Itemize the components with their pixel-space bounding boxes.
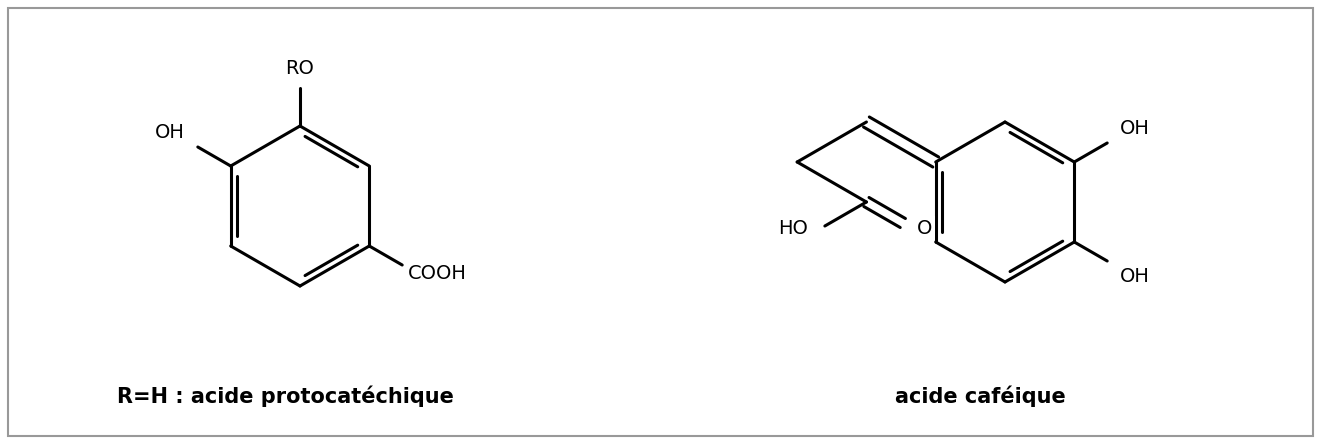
- Text: acide caféique: acide caféique: [894, 385, 1065, 407]
- Text: OH: OH: [155, 123, 185, 142]
- Text: HO: HO: [778, 218, 808, 238]
- Text: R=H : acide protocatéchique: R=H : acide protocatéchique: [116, 385, 453, 407]
- FancyBboxPatch shape: [8, 8, 1313, 436]
- Text: O: O: [917, 218, 933, 238]
- Text: COOH: COOH: [408, 263, 466, 282]
- Text: OH: OH: [1120, 266, 1151, 285]
- Text: RO: RO: [285, 59, 314, 78]
- Text: OH: OH: [1120, 119, 1151, 138]
